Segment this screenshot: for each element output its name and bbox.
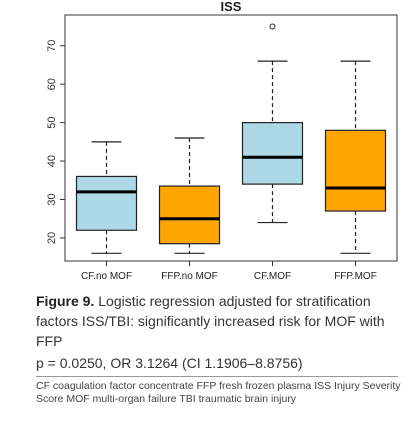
caption-text: Logistic regression adjusted for stratif… xyxy=(36,293,385,349)
iqr-box xyxy=(75,175,138,231)
y-tick-label: 40 xyxy=(46,155,58,167)
y-tick-label: 60 xyxy=(46,78,58,90)
plot-frame xyxy=(64,14,398,262)
figure-caption: Figure 9. Logistic regression adjusted f… xyxy=(36,291,406,351)
x-tick-label: FFP.no MOF xyxy=(161,271,218,282)
box-plot-chart: ISS 20 30 40 50 60 70 CF.no MOF FFP.no MOF CF.MOF… xyxy=(46,0,398,282)
y-tick-label: 50 xyxy=(46,117,58,129)
outlier-point xyxy=(269,23,276,30)
iqr-box xyxy=(241,122,304,185)
caption-statistics: p = 0.0250, OR 3.1264 (CI 1.1906–8.8756) xyxy=(36,355,303,371)
abbreviations-footnote: CF coagulation factor concentrate FFP fr… xyxy=(36,380,401,405)
figure-label: Figure 9. xyxy=(36,293,95,309)
x-tick-label: CF.no MOF xyxy=(81,271,132,282)
footnote-divider xyxy=(36,376,398,377)
x-tick-label: CF.MOF xyxy=(254,271,291,282)
x-tick-label: FFP.MOF xyxy=(334,271,377,282)
y-tick-label: 30 xyxy=(46,193,58,205)
y-tick-label: 70 xyxy=(46,40,58,52)
chart-title: ISS xyxy=(221,0,242,14)
y-tick-label: 20 xyxy=(46,232,58,244)
iqr-box xyxy=(158,185,221,245)
iqr-box xyxy=(324,129,387,212)
